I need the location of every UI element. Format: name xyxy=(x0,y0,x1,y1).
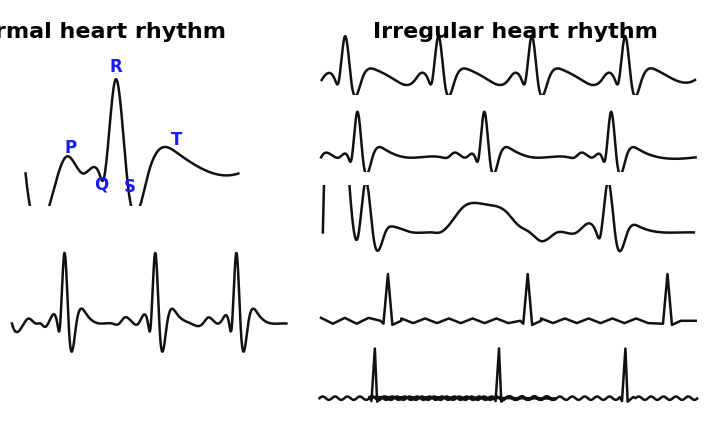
Text: P: P xyxy=(64,139,77,157)
Text: S: S xyxy=(124,178,136,196)
Text: Normal heart rhythm: Normal heart rhythm xyxy=(0,22,226,42)
Text: T: T xyxy=(171,131,183,149)
Text: Irregular heart rhythm: Irregular heart rhythm xyxy=(373,22,658,42)
Text: Q: Q xyxy=(94,175,108,194)
Text: R: R xyxy=(110,58,122,76)
